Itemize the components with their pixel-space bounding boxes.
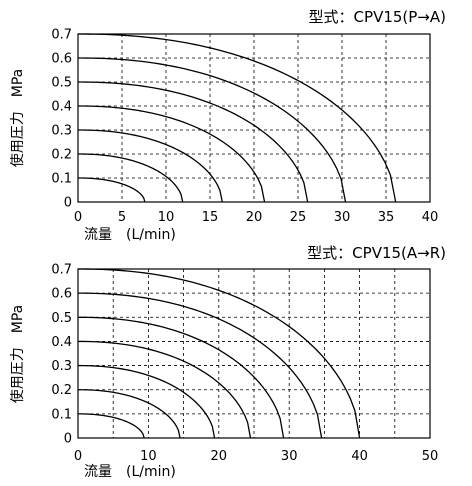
grid xyxy=(78,34,430,202)
x-tick-label: 15 xyxy=(202,210,219,225)
x-tick-labels: 0 5 10 15 20 25 30 35 40 xyxy=(74,210,438,225)
y-tick-label: 0.7 xyxy=(51,28,72,43)
grid xyxy=(78,269,430,438)
series-curve-0.2 xyxy=(77,389,181,439)
x-tick-label: 25 xyxy=(290,210,307,225)
y-tick-label: 0.1 xyxy=(51,172,72,187)
x-axis-label: 流量 (L/min) xyxy=(84,227,176,243)
x-tick-label: 20 xyxy=(246,210,263,225)
series-curve-0.6 xyxy=(77,292,323,439)
y-tick-labels: 0 0.1 0.2 0.3 0.4 0.5 0.6 0.7 xyxy=(51,28,72,211)
y-tick-label: 0.6 xyxy=(51,52,72,67)
x-tick-labels: 0 10 20 30 40 50 xyxy=(74,449,438,464)
y-tick-label: 0 xyxy=(64,432,72,447)
plot-frame xyxy=(77,268,431,439)
series-curve-0.1 xyxy=(78,413,145,439)
y-tick-label: 0.5 xyxy=(51,311,72,326)
y-axis-label: 使用圧力 MPa xyxy=(9,305,26,403)
x-tick-label: 5 xyxy=(118,210,126,225)
plot-frame xyxy=(77,33,431,203)
x-tick-label: 35 xyxy=(378,210,395,225)
x-tick-label: 10 xyxy=(140,449,157,464)
series-group xyxy=(77,268,361,439)
series-curve-0.4 xyxy=(77,340,252,439)
y-tick-label: 0.3 xyxy=(51,124,72,139)
x-tick-label: 30 xyxy=(334,210,351,225)
y-tick-label: 0.3 xyxy=(51,359,72,374)
x-tick-label: 10 xyxy=(158,210,175,225)
y-tick-labels: 0 0.1 0.2 0.3 0.4 0.5 0.6 0.7 xyxy=(51,263,72,447)
series-curve-0.1 xyxy=(78,177,146,203)
y-tick-label: 0.6 xyxy=(51,287,72,302)
x-tick-label: 40 xyxy=(351,449,368,464)
chart-title: 型式：CPV15(A→R) xyxy=(307,244,446,262)
y-axis-label: 使用圧力 MPa xyxy=(9,69,26,167)
y-tick-label: 0.1 xyxy=(51,407,72,422)
series-curve-0.5 xyxy=(77,81,309,203)
y-tick-label: 0.5 xyxy=(51,76,72,91)
series-curve-0.4 xyxy=(77,105,266,203)
x-tick-label: 30 xyxy=(281,449,298,464)
series-curve-0.7 xyxy=(77,33,397,203)
x-tick-label: 50 xyxy=(422,449,439,464)
y-tick-label: 0.4 xyxy=(51,335,72,350)
y-tick-label: 0.4 xyxy=(51,100,72,115)
series-curve-0.6 xyxy=(77,57,347,203)
y-tick-label: 0.2 xyxy=(51,383,72,398)
x-tick-label: 0 xyxy=(74,449,82,464)
chart-p-to-a: 型式：CPV15(P→A) 0 5 10 15 20 25 30 35 40 0 0.1 0.2 0.… xyxy=(9,8,446,243)
x-tick-label: 20 xyxy=(211,449,228,464)
y-tick-label: 0 xyxy=(64,196,72,211)
x-tick-label: 0 xyxy=(74,210,82,225)
chart-title: 型式：CPV15(P→A) xyxy=(309,8,446,26)
series-curve-0.3 xyxy=(78,129,223,203)
series-curve-0.7 xyxy=(77,268,361,439)
x-axis-label: 流量 (L/min) xyxy=(84,464,176,480)
series-curve-0.5 xyxy=(78,316,285,439)
series-group xyxy=(77,33,397,203)
series-curve-0.2 xyxy=(78,153,184,203)
series-curve-0.3 xyxy=(77,364,216,439)
y-tick-label: 0.7 xyxy=(51,263,72,278)
x-tick-label: 40 xyxy=(422,210,439,225)
chart-a-to-r: 型式：CPV15(A→R) 0 10 20 30 40 50 00.10.20.30.40… xyxy=(9,244,446,480)
y-tick-label: 0.2 xyxy=(51,148,72,163)
